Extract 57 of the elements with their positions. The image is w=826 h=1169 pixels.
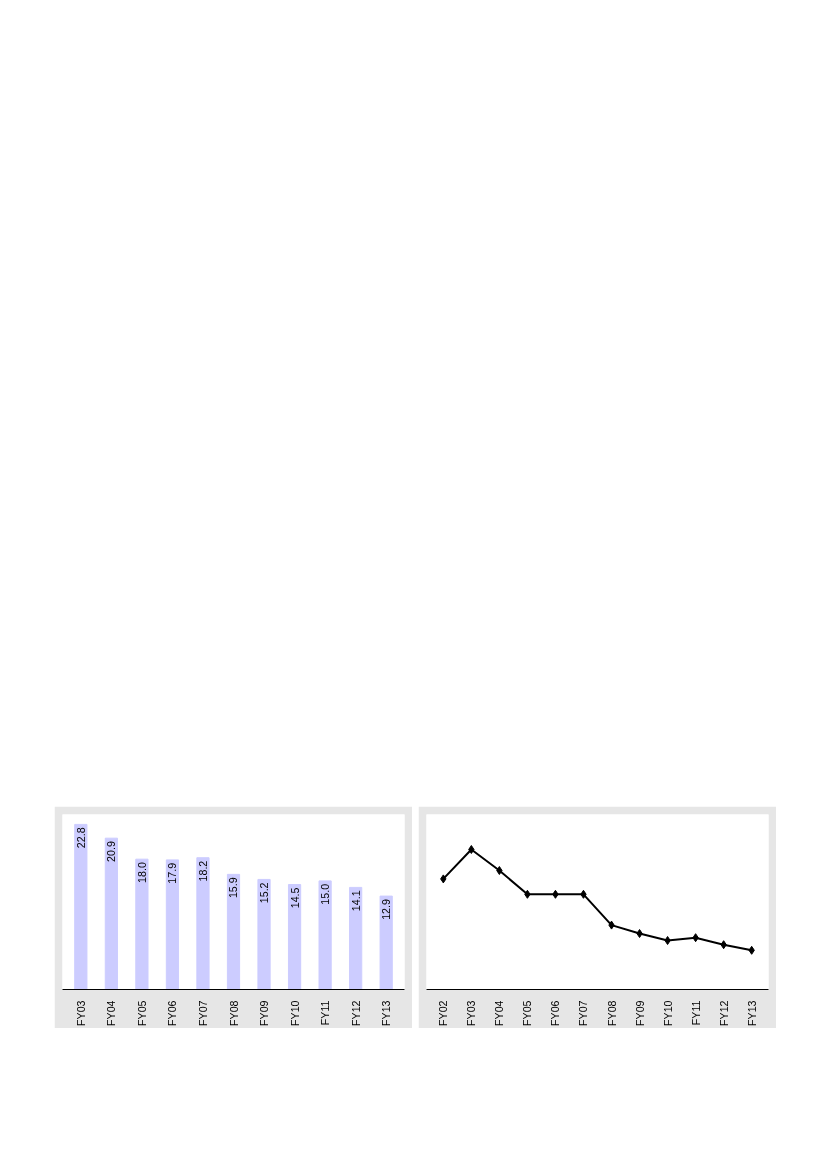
x-tick-label: FY10 <box>288 1000 301 1026</box>
point <box>664 936 671 945</box>
x-tick-label: FY02 <box>437 1000 450 1026</box>
x-tick-label: FY03 <box>74 1000 87 1026</box>
x-tick-label: FY12 <box>349 1000 362 1026</box>
bar <box>226 873 241 990</box>
point <box>580 889 587 899</box>
x-tick-label: FY06 <box>166 1000 179 1026</box>
x-tick-label: FY06 <box>549 1000 562 1026</box>
point <box>608 920 615 930</box>
x-tick-label: FY04 <box>493 1000 506 1026</box>
bar <box>104 837 118 990</box>
x-tick-label: FY13 <box>745 1000 758 1026</box>
bar <box>318 880 332 990</box>
bar <box>349 886 363 990</box>
x-tick-label: FY13 <box>380 1000 393 1026</box>
data-label: 15.2 <box>258 882 271 904</box>
data-label: 15.0 <box>319 883 332 905</box>
point <box>748 945 755 955</box>
x-tick-label: FY07 <box>577 1000 590 1026</box>
data-label: 18.2 <box>196 860 209 882</box>
point <box>692 933 699 943</box>
bar <box>135 858 149 990</box>
x-tick-label: FY04 <box>105 1000 118 1026</box>
data-label: 20.9 <box>105 841 118 862</box>
data-label: 12.9 <box>380 899 393 920</box>
bar <box>379 895 393 990</box>
data-label: 17.9 <box>166 862 179 884</box>
point <box>552 889 559 899</box>
x-tick-label: FY08 <box>227 1000 240 1026</box>
x-tick-label: FY11 <box>689 1000 702 1026</box>
x-tick-label: FY07 <box>196 1000 209 1026</box>
point <box>720 940 727 950</box>
data-label: 22.8 <box>74 827 87 849</box>
x-tick-label: FY05 <box>521 1000 534 1026</box>
x-tick-label: FY03 <box>465 1000 478 1026</box>
data-label: 15.9 <box>227 877 240 899</box>
bar <box>74 823 88 990</box>
point <box>524 889 531 899</box>
x-tick-label: FY10 <box>661 1000 674 1026</box>
x-tick-label: FY08 <box>605 1000 618 1026</box>
data-label: 14.5 <box>288 887 301 909</box>
bar <box>287 884 302 990</box>
bar <box>165 859 180 990</box>
x-tick-label: FY12 <box>717 1000 730 1026</box>
data-label: 18.0 <box>135 862 148 883</box>
point <box>496 866 503 875</box>
point <box>636 929 643 938</box>
x-tick-label: FY09 <box>633 1000 646 1026</box>
x-tick-label: FY11 <box>319 1000 332 1026</box>
data-label: 14.1 <box>349 890 362 912</box>
bar <box>196 857 210 990</box>
x-tick-label: FY09 <box>258 1000 271 1026</box>
x-tick-label: FY05 <box>135 1000 148 1026</box>
point <box>440 874 447 884</box>
bar <box>257 878 271 990</box>
point <box>468 845 475 854</box>
